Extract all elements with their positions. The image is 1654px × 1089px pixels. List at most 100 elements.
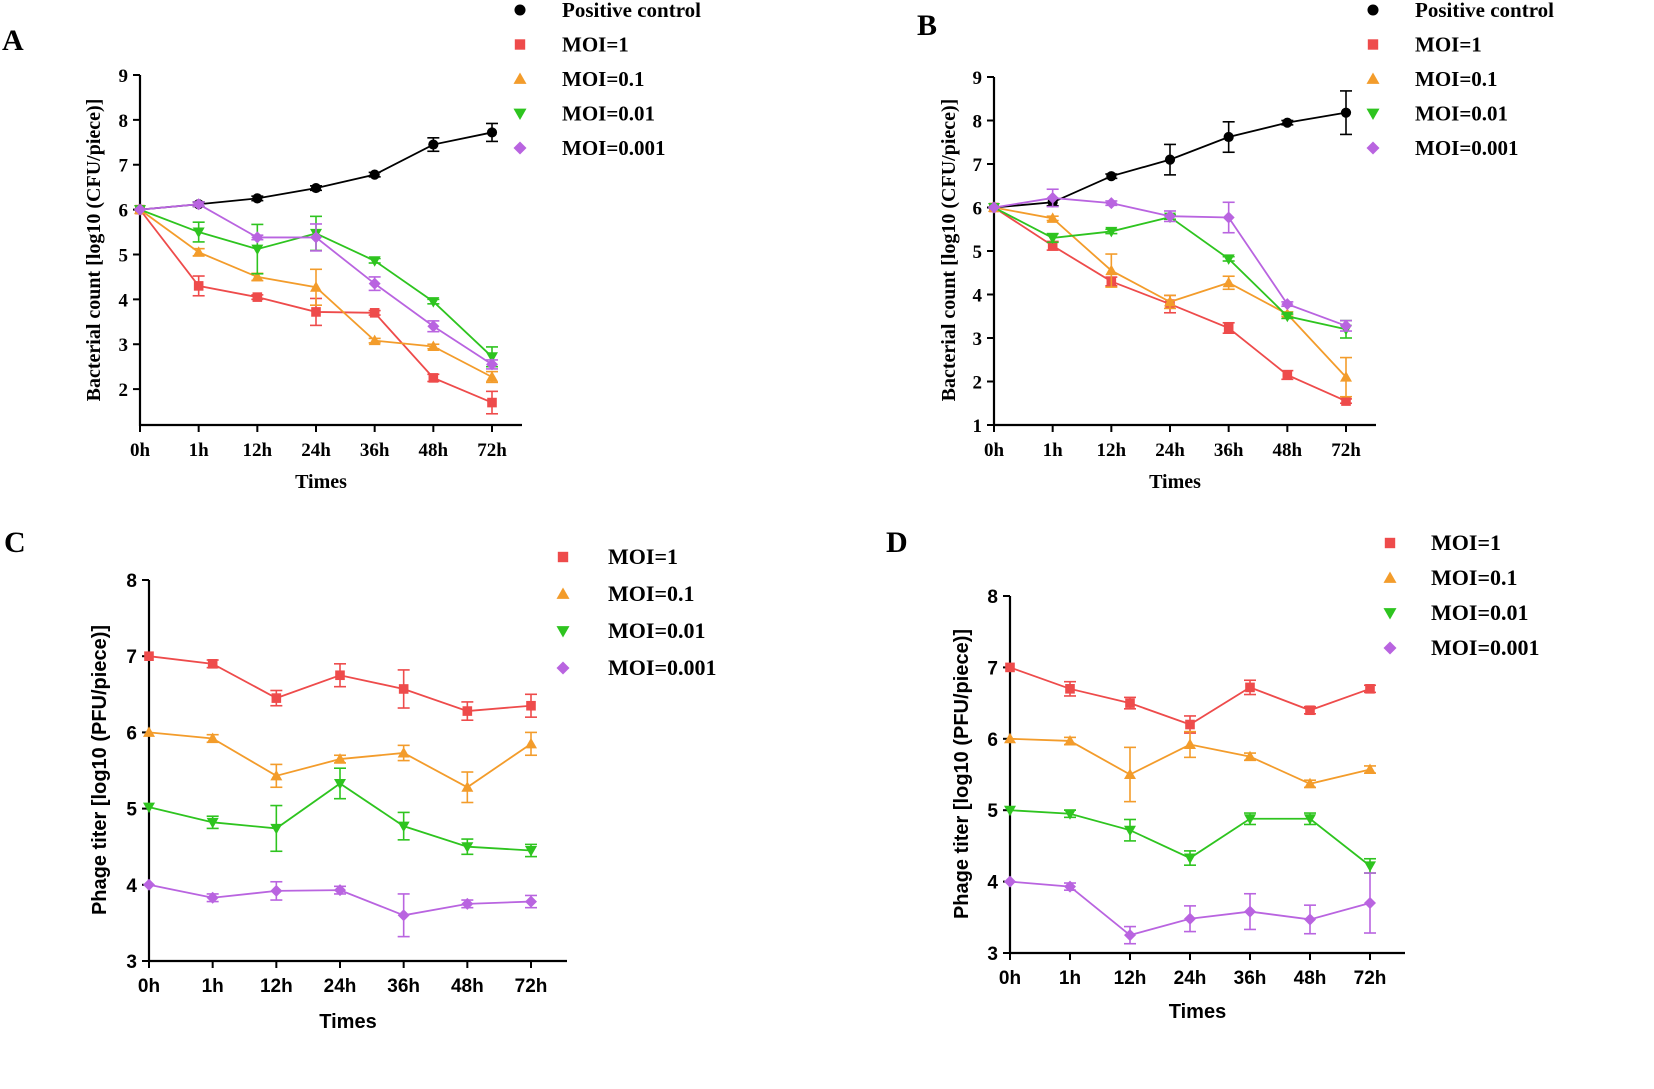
series-positive-control: [988, 90, 1352, 213]
y-tick-label: 3: [973, 329, 983, 350]
legend-label: MOI=0.1: [608, 581, 694, 606]
series-moi-0-001: [143, 878, 537, 938]
legend-label: Positive control: [1415, 0, 1554, 22]
data-point: [252, 292, 263, 302]
data-point: [1064, 734, 1076, 746]
x-tick-label: 72h: [1331, 440, 1361, 461]
y-tick-label: 7: [126, 647, 137, 668]
panel-letter-b: B: [917, 9, 937, 42]
data-point: [1047, 240, 1058, 251]
legend: MOI=1 MOI=0.1 MOI=0.01 MOI=0.001: [1383, 530, 1539, 660]
data-point: [1364, 763, 1376, 775]
legend-item: MOI=0.1: [1366, 67, 1498, 91]
series-positive-control: [134, 122, 498, 215]
x-tick-label: 36h: [1214, 440, 1244, 461]
data-point: [369, 308, 380, 318]
data-point: [143, 878, 155, 891]
series-moi-0-01: [1004, 805, 1376, 874]
legend-item: MOI=0.1: [1383, 565, 1517, 590]
data-point: [251, 244, 264, 256]
data-point: [310, 281, 322, 292]
data-point: [462, 706, 473, 716]
y-tick-label: 6: [119, 201, 129, 222]
data-point: [206, 891, 219, 904]
data-point: [368, 256, 381, 267]
data-point: [1185, 719, 1195, 730]
legend-marker: [513, 72, 527, 84]
y-tick-label: 7: [973, 155, 983, 176]
data-point: [192, 198, 205, 211]
legend-label: MOI=0.001: [1431, 635, 1539, 660]
legend-marker: [1383, 608, 1397, 620]
legend-marker: [1383, 641, 1397, 655]
data-point: [1105, 226, 1118, 238]
series-moi-1: [1005, 662, 1376, 734]
data-point: [1046, 212, 1059, 223]
data-point: [143, 802, 155, 814]
data-point: [1304, 913, 1316, 926]
series-moi-0-001: [988, 188, 1352, 332]
data-point: [1222, 254, 1235, 265]
data-point: [1282, 117, 1293, 128]
data-point: [1065, 684, 1075, 694]
data-point: [1223, 131, 1234, 143]
data-point: [1124, 929, 1136, 942]
y-axis-title: Phage titer [log10 (PFU/piece)]: [951, 629, 973, 919]
data-point: [1064, 809, 1076, 820]
legend-item: Positive control: [514, 0, 701, 22]
data-point: [1365, 684, 1375, 694]
chart-d: 3 4 5 6 7 8 0h 1h 12h 24h 36h 48h 72h Times Phage tite…: [951, 530, 1539, 1023]
data-point: [1340, 107, 1352, 118]
data-point: [525, 846, 537, 857]
data-point: [1304, 777, 1316, 789]
legend-marker: [556, 661, 570, 675]
y-tick-label: 5: [987, 801, 998, 822]
data-point: [334, 753, 346, 764]
data-point: [1105, 197, 1118, 210]
legend-marker: [1367, 39, 1379, 50]
data-point: [270, 884, 283, 897]
y-tick-label: 4: [119, 290, 129, 311]
legend-item: MOI=1: [1384, 530, 1501, 555]
data-point: [192, 227, 205, 239]
data-point: [1341, 396, 1351, 406]
x-axis-title: Times: [1149, 471, 1201, 493]
data-point: [1004, 875, 1016, 888]
series-moi-0-01: [143, 767, 537, 858]
legend-label: MOI=0.01: [1431, 600, 1528, 625]
legend-marker: [557, 551, 569, 563]
chart-c: 3 4 5 6 7 8 0h 1h 12h 24h 36h 48h 72h Times Phage tite…: [89, 544, 716, 1033]
y-tick-label: 1: [973, 416, 983, 437]
y-tick-label: 4: [973, 286, 983, 307]
data-point: [134, 203, 146, 216]
x-tick-label: 72h: [477, 440, 507, 461]
legend-label: MOI=0.1: [562, 67, 645, 91]
legend-item: MOI=0.01: [1383, 600, 1528, 625]
panel-C: C 3 4 5 6 7 8 0h 1h 12h 24h 36h 48h 72h Times Phage ti…: [4, 526, 716, 1033]
data-point: [334, 884, 346, 897]
data-point: [1046, 191, 1059, 204]
data-point: [206, 817, 219, 829]
panel-A: A 2 3 4 5 6 7 8 9 0h 1h 12h 24h 36h 48h 72h Times Bacter…: [2, 0, 701, 493]
legend-label: Positive control: [562, 0, 701, 22]
data-point: [397, 909, 410, 922]
x-tick-label: 1h: [1043, 440, 1064, 461]
x-tick-label: 12h: [260, 976, 293, 997]
legend-item: MOI=0.001: [513, 136, 666, 160]
legend: Positive control MOI=1 MOI=0.1 MOI=0.01 MOI=…: [513, 0, 701, 160]
x-tick-label: 36h: [1234, 968, 1267, 989]
x-axis-title: Times: [295, 471, 347, 493]
data-point: [397, 821, 410, 833]
x-tick-label: 1h: [1059, 968, 1081, 989]
y-tick-label: 8: [987, 587, 998, 608]
data-point: [461, 842, 474, 853]
x-tick-label: 0h: [999, 968, 1021, 989]
data-point: [427, 320, 440, 333]
y-axis-title: Bacterial count [log10 (CFU/piece)]: [83, 99, 105, 402]
legend-marker: [556, 587, 570, 599]
legend-marker: [514, 4, 526, 16]
y-tick-label: 7: [987, 658, 998, 679]
data-point: [1223, 323, 1234, 333]
legend: MOI=1 MOI=0.1 MOI=0.01 MOI=0.001: [556, 544, 716, 680]
legend-item: MOI=0.001: [1383, 635, 1539, 660]
